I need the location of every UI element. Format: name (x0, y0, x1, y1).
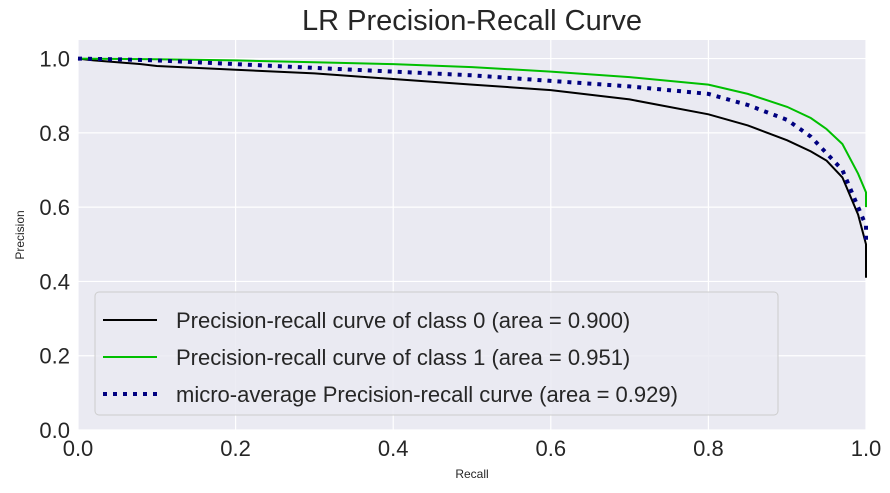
x-axis-label: Recall (455, 467, 488, 481)
x-tick-label: 0.0 (63, 436, 94, 461)
y-tick-label: 0.8 (39, 121, 70, 146)
legend-box (94, 291, 779, 416)
legend-label-2: micro-average Precision-recall curve (ar… (176, 382, 678, 407)
chart-title: LR Precision-Recall Curve (302, 5, 642, 37)
series-lines (77, 56, 868, 278)
y-tick-label: 1.0 (39, 47, 70, 72)
y-tick-label: 0.6 (39, 195, 70, 220)
y-tick-label: 0.0 (39, 418, 70, 443)
series-line-1 (77, 57, 867, 208)
legend-label-1: Precision-recall curve of class 1 (area … (176, 345, 630, 370)
x-tick-label: 0.8 (693, 436, 724, 461)
y-axis-label: Precision (13, 210, 27, 259)
y-tick-label: 0.2 (39, 344, 70, 369)
tick-labels: 0.0 0.2 0.4 0.6 0.8 1.0 0.0 0.2 0.4 0.6 0.8 1.0 (39, 47, 881, 461)
legend: Precision-recall curve of class 0 (area … (94, 291, 779, 416)
legend-label-0: Precision-recall curve of class 0 (area … (176, 308, 630, 333)
x-tick-label: 1.0 (851, 436, 882, 461)
series-line-2 (77, 56, 868, 245)
x-tick-label: 0.2 (220, 436, 251, 461)
series-line-0 (77, 57, 867, 278)
y-tick-label: 0.4 (39, 269, 70, 294)
x-tick-label: 0.4 (378, 436, 409, 461)
x-tick-label: 0.6 (536, 436, 567, 461)
